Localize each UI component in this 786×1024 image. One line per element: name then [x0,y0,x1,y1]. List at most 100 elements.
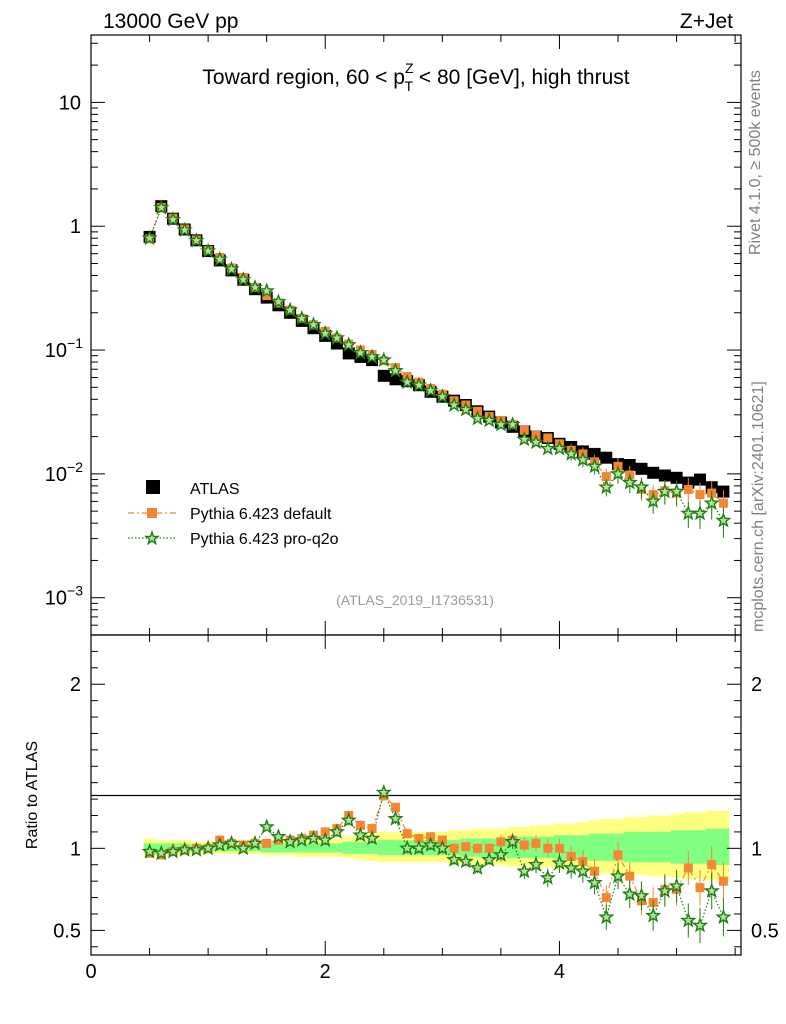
ratio-proq2o-point [305,829,322,846]
x-tick-label: 4 [554,961,565,983]
default-point [718,498,728,508]
proq2o-point [481,411,498,428]
proq2o-point [305,316,322,332]
ratio-proq2o-point [446,851,463,867]
ratio-proq2o-point [528,856,545,872]
ratio-default-point [625,871,635,881]
default-point [683,484,693,494]
atlas-point [600,451,613,464]
proq2o-point [469,409,486,426]
ratio-proq2o-point [703,882,720,898]
ratio-data-layer [141,783,732,944]
proq2o-point [445,396,463,412]
main-y-tick-label: 1 [70,216,81,238]
ratio-default-point [543,843,553,853]
proq2o-point [422,382,439,398]
legend-marker-default [147,508,157,518]
ratio-proq2o-point [375,783,392,800]
x-tick-label: 2 [320,961,331,983]
proq2o-point [574,451,592,467]
ratio-proq2o-point [141,843,158,859]
ratio-proq2o-point [258,818,275,834]
legend-label-default: Pythia 6.423 default [190,506,332,523]
ratio-y-tick-label-left: 0.5 [53,920,81,942]
ratio-proq2o-point [598,908,615,925]
ratio-proq2o-point [539,869,556,885]
ratio-proq2o-point [691,916,709,933]
atlas-point [377,369,390,382]
main-data-layer [141,199,732,538]
ratio-default-point [461,842,471,852]
proq2o-point [621,474,638,490]
proq2o-point [387,362,404,378]
proq2o-point [668,483,685,499]
proq2o-point [188,232,205,248]
chart-title: Toward region, 60 < pZ T < 80 [GeV], high… [202,60,629,94]
ratio-proq2o-point [410,839,427,856]
ratio-default-point [555,843,564,853]
ratio-proq2o-point [340,811,357,828]
ratio-proq2o-point [246,834,263,851]
ratio-default-point [519,840,529,850]
ratio-default-point [449,843,459,853]
proq2o-point [645,492,662,509]
main-y-tick-label: 10−2 [45,459,83,486]
process-label: Z+Jet [680,10,733,33]
ratio-y-tick-label-right: 2 [751,674,762,696]
ratio-default-point [484,843,494,853]
ratio-y-tick-labels: 0.5 0.5 1 1 2 2 [53,674,779,942]
legend: ATLAS Pythia 6.423 default Pythia 6.423 … [128,480,339,548]
ratio-proq2o-point [563,859,580,875]
proq2o-point [141,229,158,246]
proq2o-point [563,445,580,461]
ratio-proq2o-point [551,854,568,871]
proq2o-point [258,282,275,298]
ratio-frame [90,634,742,956]
ratio-proq2o-point [586,874,603,890]
ratio-y-tick-label-right: 1 [751,838,762,860]
mcplots-source-label: mcplots.cern.ch [arXiv:2401.10621] [750,381,767,632]
default-point [601,472,611,482]
ratio-panel: 0.5 0.5 1 1 2 2 0 2 4 Ratio to ATLAS [24,634,779,983]
proq2o-point [317,324,334,341]
ratio-default-point [566,852,576,861]
legend-marker-proq2o [143,529,161,546]
main-y-tick-labels: 10 1 10−1 10−2 10−3 [45,92,83,609]
proq2o-point [528,433,545,450]
ratio-proq2o-point [680,911,697,928]
ratio-proq2o-point [434,839,451,856]
proq2o-point [516,430,533,447]
main-frame [90,34,742,636]
rivet-version-label: Rivet 4.1.0, ≥ 500k events [747,70,764,255]
proq2o-point [457,401,474,417]
ratio-default-point [695,883,705,893]
ratio-proq2o-point [235,839,252,856]
ratio-proq2o-point [422,836,439,852]
ratio-proq2o-point [609,867,627,884]
ratio-default-point [402,829,412,839]
ratio-proq2o-point [211,836,228,852]
ratio-proq2o-point [352,826,369,843]
ratio-default-point [391,802,400,812]
proq2o-point [715,511,732,528]
analysis-id-label: (ATLAS_2019_I1736531) [336,592,494,608]
ratio-proq2o-point [200,839,217,856]
proq2o-point [598,478,615,495]
ratio-default-point [262,838,272,848]
proq2o-point [691,504,709,521]
proq2o-point [375,351,392,367]
ratio-default-point [496,837,506,847]
ratio-proq2o-point [387,810,404,826]
ratio-axis-ticks [90,634,741,955]
proq2o-point [153,199,170,215]
ratio-proq2o-point [270,828,287,844]
ratio-proq2o-point [281,833,299,849]
ratio-y-axis-label: Ratio to ATLAS [24,741,41,849]
ratio-y-tick-label-left: 2 [70,674,81,696]
ratio-proq2o-point [715,908,732,925]
atlas-point [694,473,706,486]
ratio-proq2o-point [633,887,650,903]
x-tick-labels: 0 2 4 [85,961,565,983]
proq2o-point [282,301,299,318]
